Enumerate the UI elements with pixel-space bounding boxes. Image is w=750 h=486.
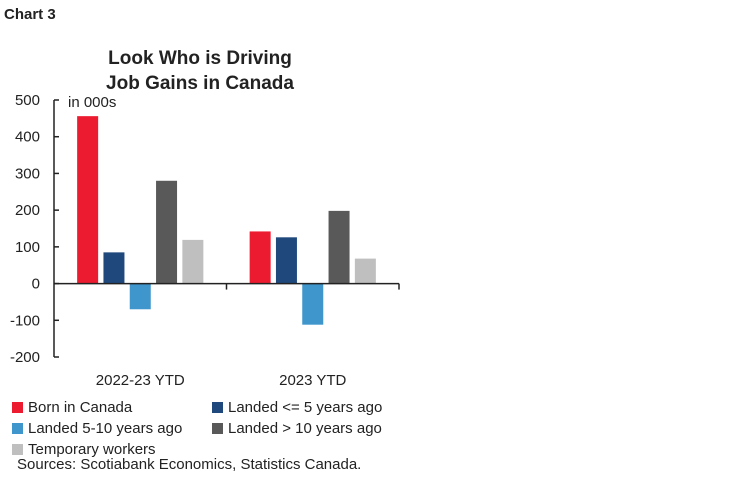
y-tick-label: -200 xyxy=(10,349,40,366)
y-tick-label: -100 xyxy=(10,312,40,329)
source-note: Sources: Scotiabank Economics, Statistic… xyxy=(17,456,362,473)
bar xyxy=(249,231,271,284)
legend-swatch xyxy=(212,402,223,413)
x-tick-label: 2023 YTD xyxy=(279,372,346,389)
bar xyxy=(328,210,350,284)
legend-label: Temporary workers xyxy=(28,441,156,458)
unit-label: in 000s xyxy=(68,94,116,111)
legend-item: Landed 5-10 years ago xyxy=(12,420,182,437)
y-tick-label: 100 xyxy=(15,239,40,256)
chart-label: Chart 3 xyxy=(4,6,56,23)
legend-swatch xyxy=(212,423,223,434)
x-tick-label: 2022-23 YTD xyxy=(96,372,185,389)
bar xyxy=(129,283,151,310)
legend-swatch xyxy=(12,402,23,413)
legend-item: Temporary workers xyxy=(12,441,156,458)
title-line-1: Look Who is Driving xyxy=(108,48,292,69)
legend-item: Born in Canada xyxy=(12,399,132,416)
bar xyxy=(302,283,324,325)
y-tick-label: 0 xyxy=(32,276,40,293)
legend-item: Landed > 10 years ago xyxy=(212,420,382,437)
y-tick-label: 400 xyxy=(15,129,40,146)
y-tick-label: 200 xyxy=(15,202,40,219)
bar xyxy=(156,180,178,284)
bar xyxy=(182,239,204,284)
bar xyxy=(354,258,376,284)
bar xyxy=(275,237,297,284)
y-tick-label: 300 xyxy=(15,165,40,182)
legend-item: Landed <= 5 years ago xyxy=(212,399,382,416)
legend-label: Born in Canada xyxy=(28,399,133,416)
bar xyxy=(103,252,125,284)
y-tick-label: 500 xyxy=(15,92,40,109)
title-line-2: Job Gains in Canada xyxy=(106,73,294,94)
chart-title: Look Who is Driving Job Gains in Canada xyxy=(90,46,310,96)
legend-label: Landed <= 5 years ago xyxy=(228,399,383,416)
legend-label: Landed > 10 years ago xyxy=(228,420,382,437)
legend-swatch xyxy=(12,423,23,434)
legend-label: Landed 5-10 years ago xyxy=(28,420,183,437)
legend-swatch xyxy=(12,444,23,455)
bar xyxy=(77,116,99,284)
